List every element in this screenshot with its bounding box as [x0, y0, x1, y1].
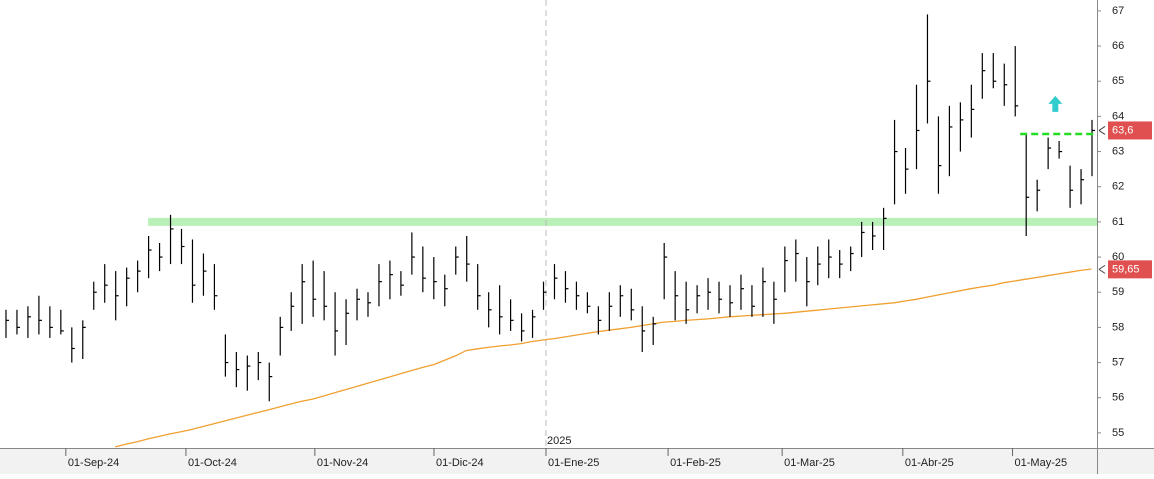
y-tick-label: 55 [1112, 427, 1124, 439]
y-tick-label: 62 [1112, 181, 1124, 193]
y-tick-label: 63 [1112, 145, 1124, 157]
y-tick-label: 64 [1112, 110, 1124, 122]
x-tick-label: 01-Oct-24 [188, 457, 237, 469]
y-tick-label: 60 [1112, 251, 1124, 263]
y-tick-label: 58 [1112, 321, 1124, 333]
y-tick-label: 59 [1112, 286, 1124, 298]
x-tick-label: 01-Dic-24 [436, 457, 484, 469]
price-label-box [1108, 260, 1152, 279]
moving-average-line [115, 268, 1092, 448]
price-label: 63,6 [1112, 124, 1133, 136]
year-label: 2025 [547, 435, 571, 447]
price-pointer [1098, 126, 1106, 135]
price-label-box [1108, 121, 1152, 140]
x-tick-label: 01-Mar-25 [784, 457, 835, 469]
x-tick-label: 01-Ene-25 [548, 457, 599, 469]
y-tick-label: 61 [1112, 216, 1124, 228]
x-tick-label: 01-Abr-25 [905, 457, 954, 469]
y-tick-label: 67 [1112, 5, 1124, 17]
y-tick-label: 66 [1112, 40, 1124, 52]
price-pointer [1098, 264, 1106, 274]
x-tick-label: 01-Nov-24 [317, 457, 368, 469]
x-tick-label: 01-May-25 [1015, 457, 1068, 469]
up-arrow [1048, 95, 1063, 112]
y-tick-label: 65 [1112, 75, 1124, 87]
support-band [148, 217, 1098, 226]
y-tick-label: 56 [1112, 392, 1124, 404]
y-tick-label: 57 [1112, 356, 1124, 368]
price-label: 59,65 [1112, 263, 1140, 275]
x-tick-label: 01-Feb-25 [670, 457, 721, 469]
x-tick-label: 01-Sep-24 [68, 457, 119, 469]
x-axis-strip [0, 449, 1154, 474]
